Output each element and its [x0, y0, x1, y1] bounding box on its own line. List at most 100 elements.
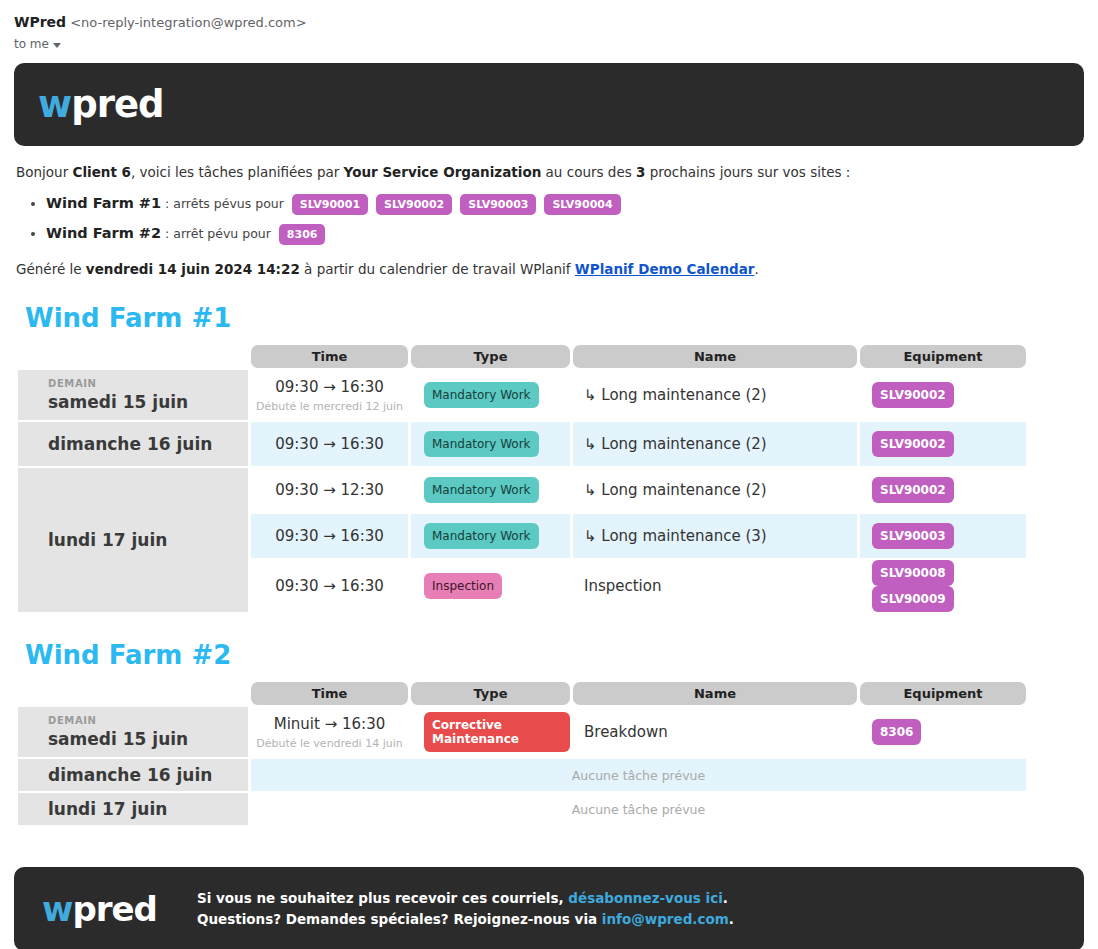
time-range: 09:30 → 16:30	[251, 527, 408, 545]
contact-line: Questions? Demandes spéciales? Rejoignez…	[197, 909, 734, 930]
intro-paragraph: Bonjour Client 6, voici les tâches plani…	[16, 164, 1084, 180]
site-name: Wind Farm #2	[46, 225, 161, 241]
date-label: samedi 15 juin	[48, 729, 248, 749]
section-title-wf1: Wind Farm #1	[25, 303, 1098, 333]
mail-header: WPred<no-reply-integration@wpred.com> to…	[0, 0, 1098, 51]
type-cell: Mandatory Work	[411, 422, 570, 466]
time-range: Minuit → 16:30	[251, 715, 408, 733]
time-cell: 09:30 → 16:30 Débuté le mercredi 12 juin	[251, 370, 408, 420]
site-name: Wind Farm #1	[46, 195, 161, 211]
brand-banner: wpred	[14, 63, 1084, 146]
date-label: dimanche 16 juin	[48, 434, 248, 454]
intro-mid1: , voici les tâches planifiées par	[131, 164, 344, 180]
equipment-badge: SLV90001	[292, 194, 368, 215]
organization-name: Your Service Organization	[344, 164, 542, 180]
intro-mid2: au cours des	[541, 164, 636, 180]
equipment-badge: SLV90002	[872, 382, 954, 408]
type-badge: Mandatory Work	[424, 477, 539, 503]
equipment-badge: SLV90004	[544, 194, 620, 215]
equipment-cell: SLV90002	[860, 468, 1026, 512]
table-header-row: Time Type Name Equipment	[18, 682, 1026, 705]
recipient-label: to me	[14, 37, 49, 51]
sender-address: <no-reply-integration@wpred.com>	[70, 15, 307, 30]
time-note: Débuté le mercredi 12 juin	[251, 400, 408, 413]
date-cell: dimanche 16 juin	[18, 422, 248, 466]
date-cell: lundi 17 juin	[18, 793, 248, 825]
task-name-cell: Inspection	[573, 560, 857, 612]
list-item: Wind Farm #1 : arrêts pévus pour SLV9000…	[46, 194, 1098, 215]
equipment-badge: SLV90002	[376, 194, 452, 215]
time-cell: 09:30 → 16:30	[251, 560, 408, 612]
type-badge: Mandatory Work	[424, 431, 539, 457]
type-badge: Mandatory Work	[424, 382, 539, 408]
date-cell: dimanche 16 juin	[18, 759, 248, 791]
equipment-cell: SLV90002	[860, 370, 1026, 420]
wf2-schedule-table: Time Type Name Equipment DEMAIN samedi 1…	[15, 680, 1029, 827]
generated-datetime: vendredi 14 juin 2024 14:22	[86, 261, 300, 277]
list-item: Wind Farm #2 : arrêt pévu pour 8306	[46, 224, 1098, 245]
recipient-row[interactable]: to me	[14, 37, 1098, 51]
column-header-equipment: Equipment	[860, 682, 1026, 705]
generated-prefix: Généré le	[16, 261, 86, 277]
type-badge: Corrective Maintenance	[424, 712, 570, 752]
time-range: 09:30 → 12:30	[251, 481, 408, 499]
column-header-type: Type	[411, 345, 570, 368]
equipment-badge: SLV90003	[872, 523, 954, 549]
task-name-cell: ↳ Long maintenance (2)	[573, 468, 857, 512]
table-row: DEMAIN samedi 15 juin 09:30 → 16:30 Débu…	[18, 370, 1026, 420]
equipment-cell: SLV90002	[860, 422, 1026, 466]
wpred-logo: wpred	[42, 889, 157, 929]
footer: wpred Si vous ne souhaitez plus recevoir…	[14, 867, 1084, 949]
contact-email-link[interactable]: info@wpred.com	[602, 911, 729, 927]
equipment-badge: 8306	[872, 719, 921, 745]
table-row: lundi 17 juin Aucune tâche prévue	[18, 793, 1026, 825]
logo-w-letter: w	[42, 889, 72, 929]
task-name-cell: Breakdown	[573, 707, 857, 757]
unsubscribe-link[interactable]: désabonnez-vous ici	[568, 890, 722, 906]
type-cell: Inspection	[411, 560, 570, 612]
table-row: DEMAIN samedi 15 juin Minuit → 16:30 Déb…	[18, 707, 1026, 757]
unsubscribe-line: Si vous ne souhaitez plus recevoir ces c…	[197, 888, 734, 909]
no-task-cell: Aucune tâche prévue	[251, 759, 1026, 791]
equipment-cell: 8306	[860, 707, 1026, 757]
column-header-name: Name	[573, 345, 857, 368]
table-row: dimanche 16 juin Aucune tâche prévue	[18, 759, 1026, 791]
date-cell: lundi 17 juin	[18, 468, 248, 612]
unsubscribe-suffix: .	[723, 890, 728, 906]
column-header-equipment: Equipment	[860, 345, 1026, 368]
wf1-schedule-table: Time Type Name Equipment DEMAIN samedi 1…	[15, 343, 1029, 614]
logo-rest: pred	[71, 83, 163, 126]
table-row: dimanche 16 juin 09:30 → 16:30 Mandatory…	[18, 422, 1026, 466]
time-cell: 09:30 → 16:30	[251, 514, 408, 558]
task-name-cell: ↳ Long maintenance (2)	[573, 422, 857, 466]
chevron-down-icon[interactable]	[53, 43, 61, 48]
contact-prefix: Questions? Demandes spéciales? Rejoignez…	[197, 911, 602, 927]
date-label: samedi 15 juin	[48, 392, 248, 412]
task-name-cell: ↳ Long maintenance (2)	[573, 370, 857, 420]
table-header-row: Time Type Name Equipment	[18, 345, 1026, 368]
summary-text: : arrêt pévu pour	[161, 226, 271, 241]
date-cell: DEMAIN samedi 15 juin	[18, 707, 248, 757]
section-title-wf2: Wind Farm #2	[25, 640, 1098, 670]
intro-prefix: Bonjour	[16, 164, 73, 180]
equipment-badge: SLV90002	[872, 431, 954, 457]
generated-suffix: .	[754, 261, 758, 277]
time-cell: 09:30 → 16:30	[251, 422, 408, 466]
contact-suffix: .	[729, 911, 734, 927]
equipment-badge: SLV90009	[872, 586, 954, 612]
column-header-time: Time	[251, 682, 408, 705]
logo-w-letter: w	[38, 83, 71, 126]
table-row: lundi 17 juin 09:30 → 12:30 Mandatory Wo…	[18, 468, 1026, 512]
generated-mid: à partir du calendrier de travail WPlani…	[300, 261, 575, 277]
generated-line: Généré le vendredi 14 juin 2024 14:22 à …	[16, 261, 1084, 277]
logo-rest: pred	[72, 889, 157, 929]
equipment-badge: SLV90008	[872, 560, 954, 586]
client-name: Client 6	[73, 164, 131, 180]
time-cell: Minuit → 16:30 Débuté le vendredi 14 jui…	[251, 707, 408, 757]
type-cell: Mandatory Work	[411, 468, 570, 512]
date-label: dimanche 16 juin	[48, 765, 248, 785]
column-header-name: Name	[573, 682, 857, 705]
calendar-link[interactable]: WPlanif Demo Calendar	[575, 261, 755, 277]
time-note: Débuté le vendredi 14 juin	[251, 737, 408, 750]
site-summary-list: Wind Farm #1 : arrêts pévus pour SLV9000…	[46, 194, 1098, 245]
